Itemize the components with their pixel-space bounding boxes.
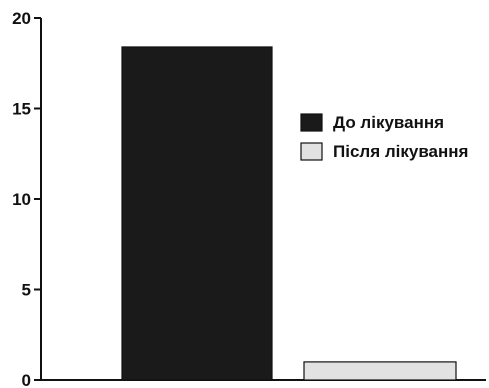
y-tick-label: 5: [22, 281, 31, 300]
y-tick-label: 0: [22, 371, 31, 388]
legend-label: Після лікування: [333, 142, 468, 161]
y-tick-label: 10: [12, 190, 31, 209]
y-tick-label: 20: [12, 9, 31, 28]
legend-swatch: [300, 142, 323, 161]
legend-label: До лікування: [333, 113, 444, 132]
y-tick-label: 15: [12, 100, 31, 119]
bar-after-treatment: [303, 361, 457, 381]
bar-before-treatment: [121, 46, 273, 381]
legend: До лікування Після лікування: [300, 113, 468, 161]
legend-swatch: [300, 113, 323, 132]
bars: [121, 46, 457, 381]
